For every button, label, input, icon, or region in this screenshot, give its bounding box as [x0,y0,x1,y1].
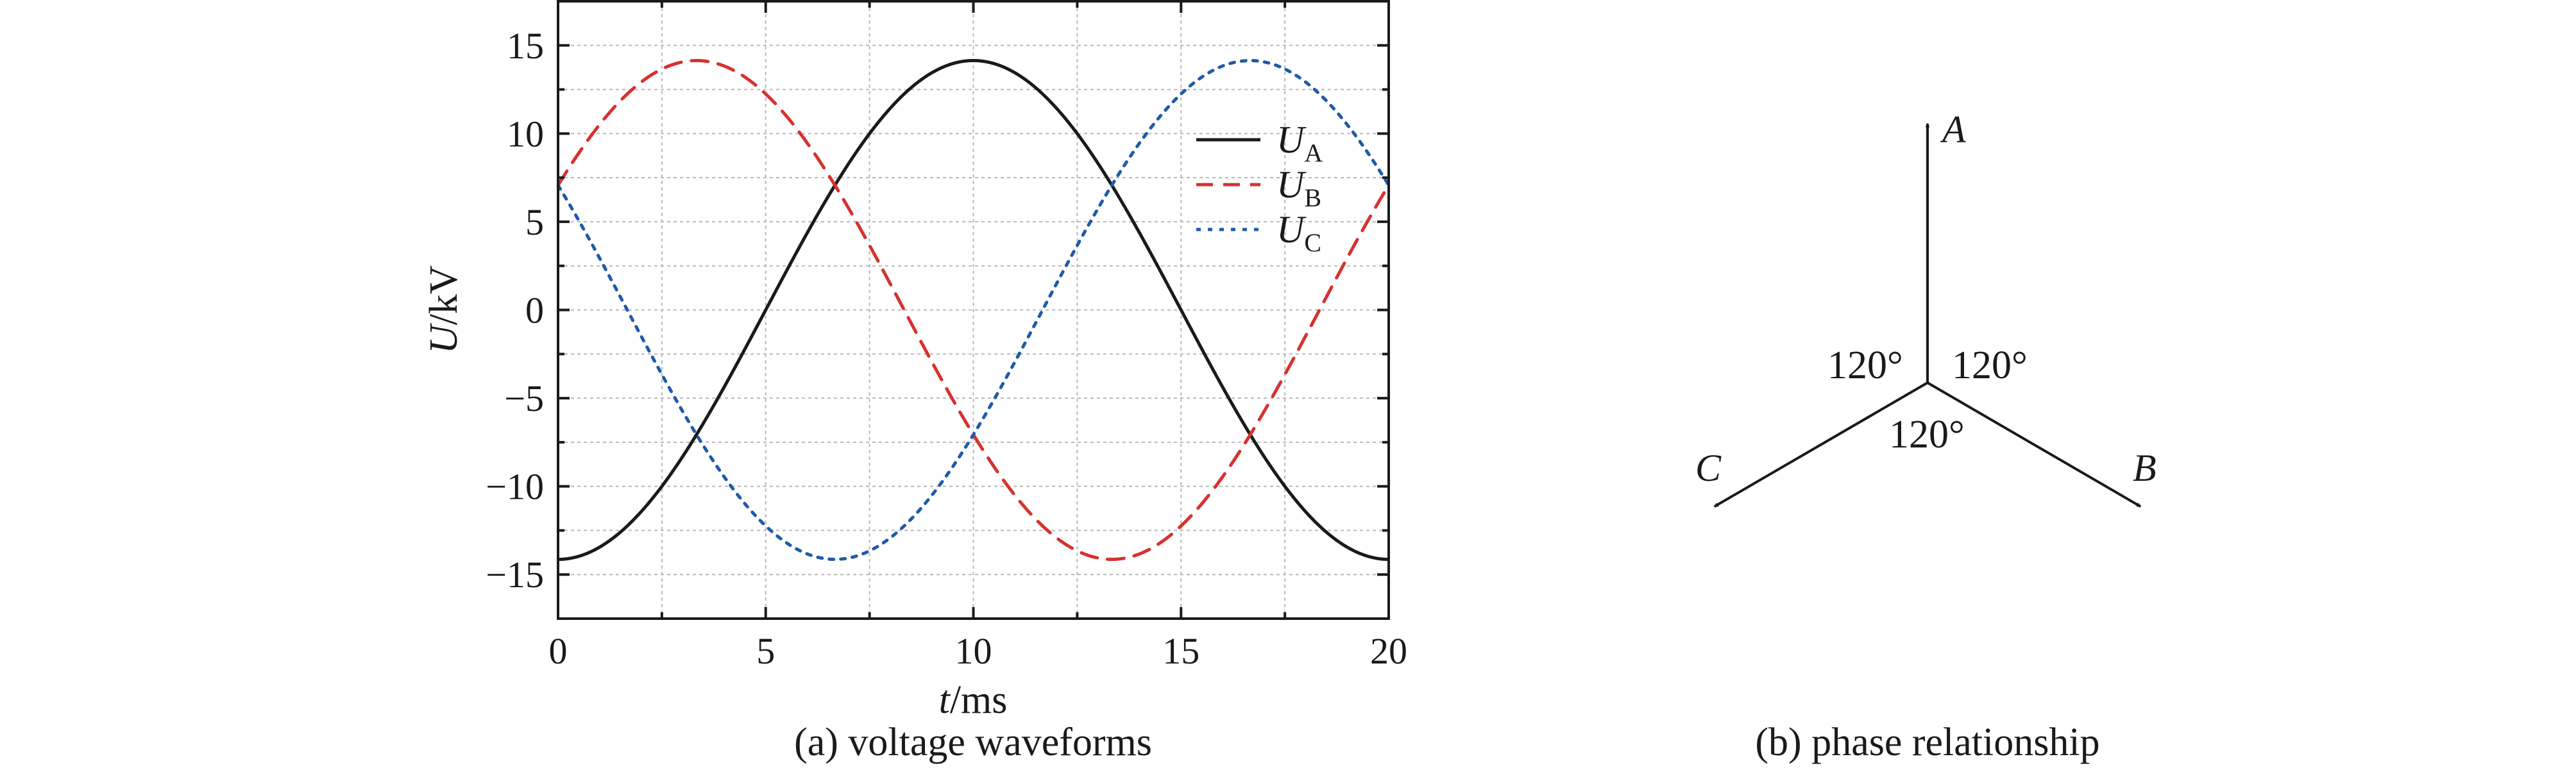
y-tick-label: 15 [507,25,544,67]
series-line-c [558,58,1389,562]
x-tick-label: 5 [756,630,775,672]
y-tick-label: −10 [486,466,544,508]
series-lines [558,58,1389,562]
x-tick-label: 0 [549,630,568,672]
x-tick-label: 10 [955,630,992,672]
y-axis-var: U [422,322,466,354]
caption-a: (a) voltage waveforms [794,721,1152,764]
phase-label-c: C [1695,447,1722,489]
legend-label-b: UB [1276,163,1321,212]
y-tick-label: 0 [525,290,544,331]
angle-label-bottom: 120° [1889,413,1965,456]
angle-label-left: 120° [1827,344,1903,387]
axis-ticks [557,1,1390,619]
legend-label-c: UC [1276,208,1321,257]
x-tick-label: 15 [1162,630,1199,672]
x-axis-title: t/ms [939,678,1008,722]
y-tick-label: 10 [507,113,544,154]
legend-label-a: UA [1276,119,1323,167]
y-tick-label: 5 [525,201,544,243]
tick-labels: 0 5 10 15 20 15 10 5 0 −5 −10 −15 [486,25,1407,672]
phase-label-a: A [1940,108,1966,151]
x-axis-var: t [939,678,951,722]
y-tick-label: −15 [486,554,544,596]
phasor-b-arrow [1926,381,2142,508]
y-tick-label: −5 [504,378,544,419]
phasor-c-arrow [1713,381,1929,508]
x-tick-label: 20 [1370,630,1407,672]
phase-label-b: B [2133,447,2157,489]
y-axis-unit: /kV [422,265,466,325]
angle-label-right: 120° [1952,344,2028,387]
y-axis-title: U/kV [422,265,466,354]
x-axis-unit: /ms [950,678,1008,722]
phase-diagram: A B C 120° 120° 120° (b) phase relations… [1695,108,2157,764]
grid-lines [557,1,1389,619]
caption-b: (b) phase relationship [1755,721,2099,764]
